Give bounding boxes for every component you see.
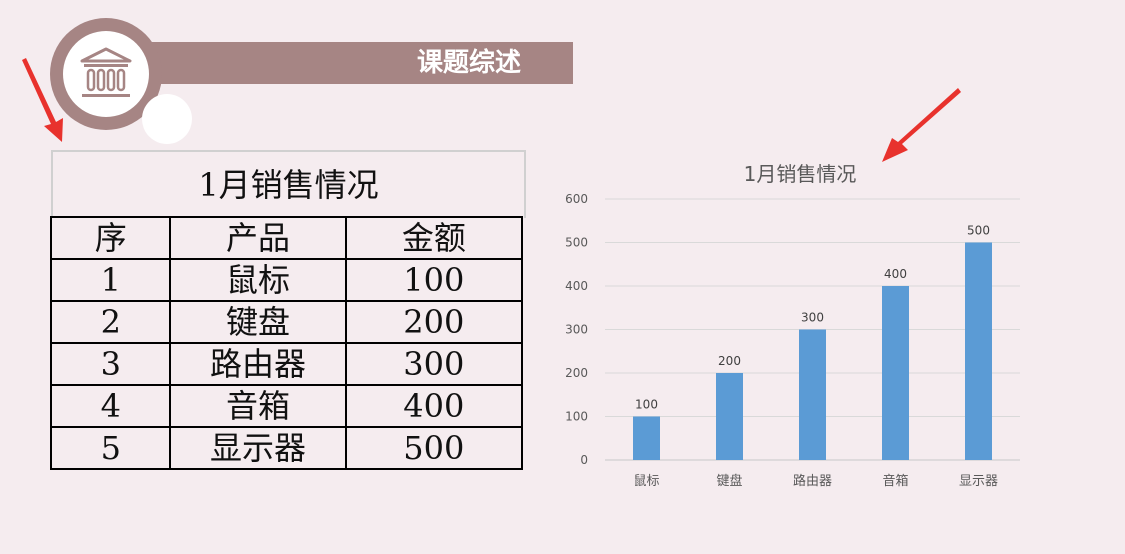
x-tick-label: 路由器	[793, 473, 832, 489]
table-row: 1 鼠标 100	[49, 258, 524, 302]
y-tick-label: 200	[565, 366, 588, 380]
bar	[633, 416, 660, 460]
data-label: 500	[967, 224, 990, 238]
table-cell: 鼠标	[169, 258, 347, 302]
y-tick-label: 300	[565, 323, 588, 337]
table-header-row: 序 产品 金额	[49, 216, 524, 260]
table-cell: 显示器	[169, 426, 347, 470]
table-cell: 1	[49, 258, 172, 302]
y-tick-label: 600	[565, 192, 588, 206]
table-cell: 2	[49, 300, 172, 344]
table-cell: 500	[344, 426, 524, 470]
x-tick-label: 音箱	[882, 473, 908, 489]
table-row: 3 路由器 300	[49, 342, 524, 386]
table-cell: 4	[49, 384, 172, 428]
column-header: 金额	[344, 216, 524, 260]
bar	[716, 373, 743, 460]
x-tick-label: 键盘	[716, 473, 742, 489]
table-row: 2 键盘 200	[49, 300, 524, 344]
x-tick-label: 显示器	[959, 474, 998, 489]
bar	[882, 286, 909, 460]
table-cell: 3	[49, 342, 172, 386]
table-cell: 300	[344, 342, 524, 386]
data-label: 200	[718, 354, 741, 368]
data-label: 100	[635, 398, 658, 412]
table-title: 1月销售情况	[51, 150, 526, 218]
bar	[799, 329, 826, 460]
red-arrow-right-icon	[882, 88, 961, 162]
table-row: 5 显示器 500	[49, 426, 524, 470]
column-header: 序	[49, 216, 172, 260]
table-cell: 100	[344, 258, 524, 302]
table-row: 4 音箱 400	[49, 384, 524, 428]
table-cell: 5	[49, 426, 172, 470]
table-cell: 键盘	[169, 300, 347, 344]
chart-title: 1月销售情况	[743, 162, 857, 186]
y-tick-label: 500	[565, 236, 588, 250]
header-title: 课题综述	[416, 48, 521, 78]
building-columns-icon	[80, 47, 132, 97]
decorative-circle	[142, 94, 192, 144]
table-cell: 路由器	[169, 342, 347, 386]
table-cell: 音箱	[169, 384, 347, 428]
red-arrow-left-icon	[22, 58, 63, 142]
x-tick-label: 鼠标	[633, 474, 659, 489]
header-banner: 课题综述	[105, 42, 573, 84]
table-cell: 400	[344, 384, 524, 428]
y-tick-label: 400	[565, 279, 588, 293]
logo-badge	[63, 31, 149, 117]
column-header: 产品	[169, 216, 347, 260]
bar	[965, 242, 992, 460]
y-tick-label: 0	[580, 453, 588, 467]
table-cell: 200	[344, 300, 524, 344]
bar-chart: 0 100 200 300 400 500 600 100 鼠标 200 键盘 300 路由器 400 音箱…	[565, 192, 1020, 489]
data-label: 400	[884, 267, 907, 281]
y-tick-label: 100	[565, 410, 588, 424]
data-label: 300	[801, 311, 824, 325]
sales-table: 序 产品 金额 1 鼠标 100 2 键盘 200 3 路由器 300 4 音箱…	[49, 216, 524, 470]
